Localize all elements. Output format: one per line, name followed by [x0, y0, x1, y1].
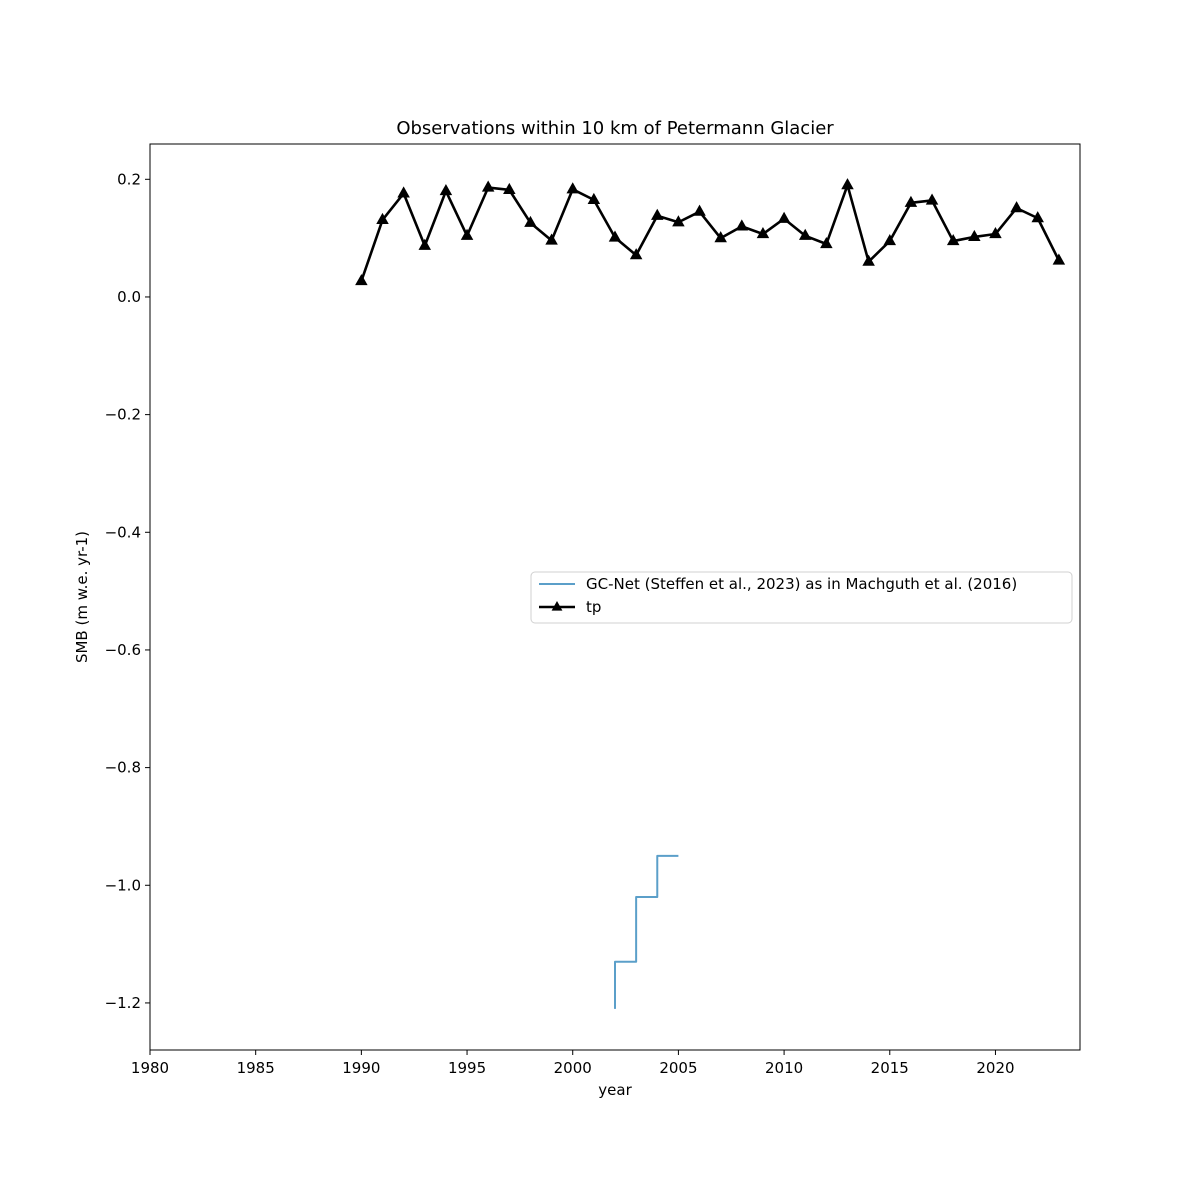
- legend-label: tp: [586, 598, 601, 616]
- plot-frame: [149, 143, 1081, 1051]
- tp-point-marker: [629, 248, 643, 260]
- x-tick-label: 2020: [976, 1059, 1014, 1077]
- x-tick-label: 2005: [659, 1059, 697, 1077]
- series-line-gc-net: [614, 854, 679, 1009]
- tp-point-marker: [735, 219, 749, 231]
- tp-point-marker: [862, 254, 875, 266]
- tp-point-marker: [651, 208, 664, 220]
- tp-point-marker: [376, 212, 389, 224]
- y-tick-label: −0.8: [105, 759, 141, 777]
- x-tick-label: 2015: [871, 1059, 909, 1077]
- x-tick-label: 1980: [131, 1059, 169, 1077]
- tp-point-marker: [925, 193, 939, 205]
- series-line-tp: [360, 183, 1061, 282]
- tp-point-marker: [524, 215, 537, 227]
- tp-point-marker: [587, 192, 601, 204]
- tp-point-marker: [904, 195, 918, 207]
- tp-point-marker: [355, 274, 368, 286]
- y-tick-label: −0.2: [105, 406, 141, 424]
- tp-point-marker: [798, 228, 812, 240]
- tp-point-marker: [841, 178, 854, 190]
- tp-point-marker: [756, 226, 770, 239]
- tp-point-marker: [545, 233, 558, 245]
- tp-point-marker: [672, 215, 685, 227]
- legend-marker: [551, 601, 563, 611]
- plot-area: [355, 178, 1066, 1009]
- x-tick-label: 1985: [237, 1059, 275, 1077]
- tp-point-marker: [820, 236, 833, 249]
- legend-label: GC-Net (Steffen et al., 2023) as in Mach…: [586, 575, 1017, 593]
- tp-point-marker: [1031, 211, 1044, 223]
- tp-point-marker: [503, 182, 516, 194]
- x-tick-label: 2000: [554, 1059, 592, 1077]
- legend: GC-Net (Steffen et al., 2023) as in Mach…: [530, 571, 1073, 624]
- tp-point-marker: [481, 180, 495, 192]
- tp-point-marker: [883, 234, 897, 246]
- y-tick-label: −1.0: [105, 876, 141, 894]
- tp-point-marker: [946, 234, 960, 246]
- tp-point-marker: [1052, 253, 1066, 265]
- y-tick-label: 0.2: [117, 170, 141, 188]
- tp-point-marker: [566, 182, 579, 194]
- y-tick-label: 0.0: [117, 288, 141, 306]
- tp-point-marker: [1010, 201, 1023, 213]
- tp-point-marker: [693, 204, 706, 216]
- y-tick-label: −1.2: [105, 994, 141, 1012]
- x-tick-label: 1995: [448, 1059, 486, 1077]
- tp-point-marker: [989, 226, 1002, 239]
- tp-point-marker: [397, 186, 410, 198]
- y-axis: 0.2 0.0 −0.2 −0.4 −0.6 −0.8 −1.0 −1.2: [105, 170, 150, 1012]
- legend-box: [530, 571, 1073, 624]
- chart-title: Observations within 10 km of Petermann G…: [396, 118, 834, 139]
- tp-point-marker: [418, 238, 432, 250]
- x-axis-label: year: [598, 1081, 632, 1099]
- tp-point-marker: [439, 184, 453, 196]
- x-axis: 1980 1985 1990 1995 2000 2005 2010 2015 2020: [131, 1050, 1015, 1077]
- tp-point-marker: [460, 228, 474, 240]
- y-axis-label: SMB (m w.e. yr-1): [73, 531, 91, 663]
- tp-point-marker: [608, 230, 622, 242]
- x-tick-label: 1990: [342, 1059, 380, 1077]
- y-tick-label: −0.6: [105, 641, 141, 659]
- y-tick-label: −0.4: [105, 523, 141, 541]
- x-tick-label: 2010: [765, 1059, 803, 1077]
- tp-point-marker: [777, 211, 791, 223]
- tp-point-marker: [714, 231, 727, 243]
- tp-point-marker: [968, 229, 981, 242]
